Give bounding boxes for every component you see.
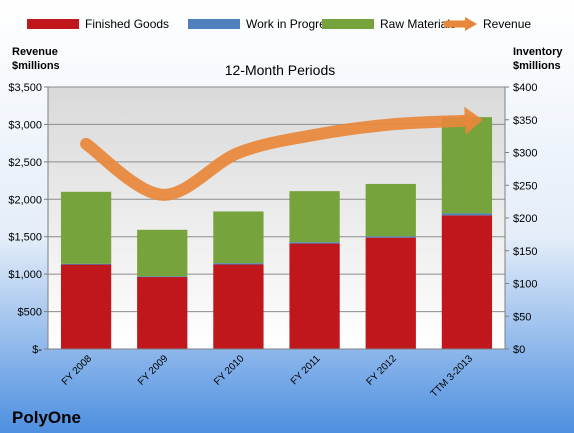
revenue-line-arrowhead <box>464 106 483 135</box>
legend-swatch-work-in-progress <box>188 19 240 29</box>
left-axis-tick-label: $1,500 <box>8 232 42 244</box>
left-axis-tick-label: $500 <box>18 307 42 319</box>
revenue-line <box>80 114 473 201</box>
chart-title: 12-Month Periods <box>225 62 336 78</box>
legend-label-work-in-progress: Work in Progress <box>246 17 338 31</box>
bar-finished-goods <box>441 215 493 349</box>
right-axis-tick-label: $100 <box>513 279 537 291</box>
legend-swatch-raw-materials <box>322 19 374 29</box>
right-axis-tick-label: $250 <box>513 180 537 192</box>
bar-work-in-progress <box>365 236 416 238</box>
right-axis-title: Inventory $millions <box>513 46 563 72</box>
bar-raw-materials <box>365 183 416 237</box>
right-axis-tick-label: $0 <box>513 344 525 356</box>
bar-work-in-progress <box>213 263 264 265</box>
bar-raw-materials <box>60 191 112 264</box>
left-axis-tick-label: $1,000 <box>8 269 42 281</box>
legend-swatch-finished-goods <box>27 19 79 29</box>
right-axis-tick-label: $300 <box>513 148 537 160</box>
left-axis-tick-label: $- <box>32 344 42 356</box>
left-axis-tick-label: $2,000 <box>8 194 42 206</box>
bar-finished-goods <box>365 237 416 349</box>
legend: Finished Goods Work in Progress Raw Materi… <box>27 17 531 31</box>
axes: $- $500 $1,000 $1,500 $2,000 $2,500 $3,000 $3,5… <box>8 46 563 400</box>
bar-finished-goods <box>60 264 112 349</box>
right-axis-tick-label: $400 <box>513 82 537 94</box>
legend-label-raw-materials: Raw Materials <box>380 17 456 31</box>
left-axis-tick-label: $3,000 <box>8 119 42 131</box>
bar-work-in-progress <box>289 242 340 244</box>
company-label: PolyOne <box>12 408 81 427</box>
right-axis-tick-label: $350 <box>513 115 537 127</box>
bar-work-in-progress <box>60 263 112 265</box>
legend-swatch-arrow <box>465 17 477 31</box>
bar-raw-materials <box>213 211 264 264</box>
plot-area <box>48 87 505 349</box>
right-axis-tick-label: $150 <box>513 246 537 258</box>
bar-work-in-progress <box>441 213 493 216</box>
bar-finished-goods <box>137 276 188 349</box>
right-axis-tick-label: $200 <box>513 213 537 225</box>
left-axis-title: Revenue $millions <box>12 46 60 72</box>
bar-finished-goods <box>213 264 264 349</box>
legend-label-finished-goods: Finished Goods <box>85 17 169 31</box>
bars <box>60 117 493 349</box>
bar-raw-materials <box>137 229 188 277</box>
revenue-line-layer <box>80 106 483 201</box>
bar-work-in-progress <box>137 276 188 278</box>
left-axis-tick-label: $2,500 <box>8 157 42 169</box>
legend-label-revenue: Revenue <box>483 17 531 31</box>
left-axis-tick-label: $3,500 <box>8 82 42 94</box>
bar-raw-materials <box>289 191 340 243</box>
right-axis-tick-label: $50 <box>513 311 531 323</box>
bar-finished-goods <box>289 243 340 349</box>
